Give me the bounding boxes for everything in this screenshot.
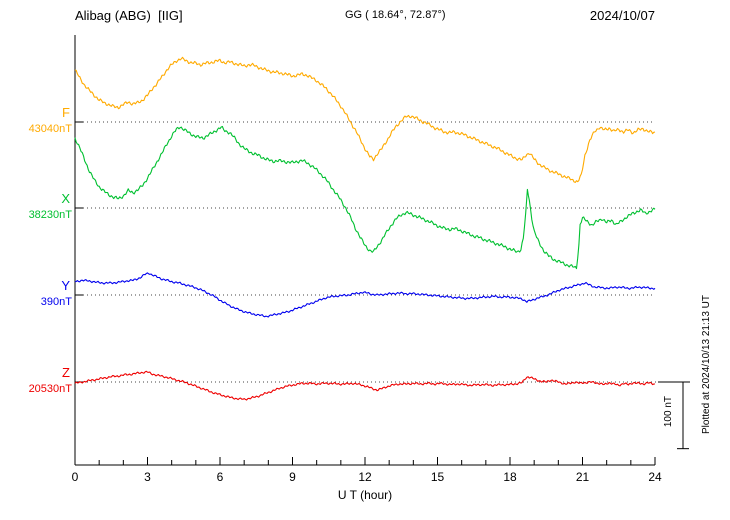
series-baseline-value-Y: 390nT (40, 296, 72, 308)
x-tick-label: 21 (575, 470, 590, 484)
x-tick-label: 3 (144, 470, 151, 484)
series-baseline-value-X: 38230nT (28, 209, 72, 221)
series-name-Z: Z (62, 365, 70, 380)
x-tick-label: 9 (289, 470, 296, 484)
x-axis-label: U T (hour) (337, 488, 393, 502)
scale-bar-label: 100 nT (663, 396, 674, 428)
series-name-F: F (62, 105, 70, 120)
x-tick-label: 12 (358, 470, 372, 484)
plot-date: 2024/10/07 (589, 8, 655, 23)
trace-Z (74, 370, 655, 401)
x-tick-label: 0 (71, 470, 79, 484)
trace-F (74, 56, 656, 183)
station-title: Alibag (ABG) [IIG] (75, 8, 183, 23)
trace-X (74, 125, 656, 270)
x-tick-label: 15 (430, 470, 445, 484)
series-baseline-value-Z: 20530nT (28, 383, 72, 395)
x-tick-label: 6 (216, 470, 224, 484)
series-name-Y: Y (61, 278, 70, 293)
x-tick-label: 24 (648, 470, 662, 484)
plotted-timestamp: Plotted at 2024/10/13 21:13 UT (701, 295, 712, 434)
trace-Y (74, 272, 656, 318)
series-name-X: X (61, 191, 70, 206)
geographic-coordinates: GG ( 18.64°, 72.87°) (345, 9, 446, 21)
x-tick-label: 18 (503, 470, 517, 484)
series-baseline-value-F: 43040nT (28, 123, 72, 135)
